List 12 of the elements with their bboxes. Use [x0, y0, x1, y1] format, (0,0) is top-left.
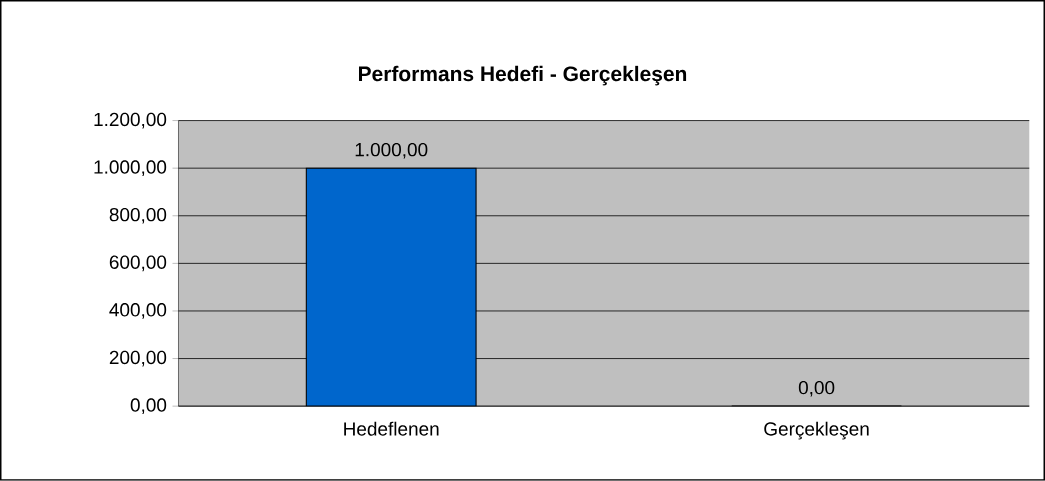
- y-tick-label: 800,00: [109, 208, 167, 224]
- y-tick-label: 1.200,00: [94, 112, 167, 129]
- y-tick-label: 0,00: [130, 398, 167, 415]
- y-tick-label: 200,00: [109, 350, 167, 367]
- x-tick-label: Gerçekleşen: [764, 421, 869, 440]
- data-label: 0,00: [798, 380, 835, 397]
- y-tick-label: 1.000,00: [94, 160, 167, 177]
- data-label: 1.000,00: [355, 142, 428, 159]
- y-tick-label: 600,00: [109, 255, 167, 272]
- chart-title: Performans Hedefi - Gerçekleşen: [358, 65, 687, 86]
- y-tick-label: 400,00: [109, 303, 167, 319]
- x-tick-label: Hedeflenen: [344, 421, 439, 436]
